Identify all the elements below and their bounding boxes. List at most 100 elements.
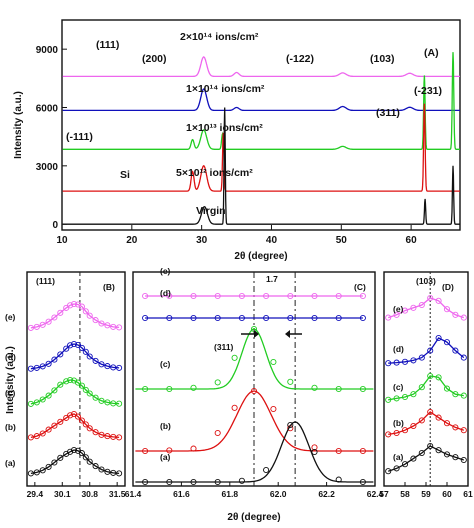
- series-label: (b): [160, 421, 171, 431]
- data-point: [39, 467, 46, 474]
- data-point: [82, 308, 89, 315]
- data-point: [45, 426, 52, 433]
- data-point: [39, 321, 46, 328]
- data-point: [27, 324, 34, 331]
- panel-a-ticks: 10 20 30 40 50 60 0 3000 6000 9000: [36, 45, 417, 246]
- data-point: [45, 360, 52, 367]
- data-point: [287, 378, 294, 385]
- data-point: [104, 468, 111, 475]
- data-point: [335, 476, 342, 483]
- data-point: [33, 469, 40, 476]
- data-point: [45, 463, 52, 470]
- data-point: [166, 292, 173, 300]
- data-point: [67, 448, 74, 455]
- data-point: [410, 422, 417, 430]
- data-point: [98, 431, 105, 438]
- panel-a-ytick-label: 3000: [36, 162, 59, 173]
- series-line-3: [135, 390, 374, 452]
- data-point: [67, 412, 74, 419]
- data-point: [33, 433, 40, 440]
- hkl-111-label: (111): [96, 39, 119, 51]
- data-point: [86, 390, 93, 397]
- data-point: [190, 292, 197, 300]
- data-point: [435, 374, 442, 381]
- panel-b-ylabel: Intensity (a.u.): [5, 346, 16, 414]
- data-point: [238, 314, 245, 322]
- series-line-4: [387, 445, 465, 472]
- data-point: [385, 468, 392, 475]
- data-point: [57, 309, 64, 316]
- xtick-label: 57: [379, 489, 389, 499]
- data-point: [82, 386, 89, 393]
- arrow-left-head: [285, 330, 290, 338]
- data-point: [27, 470, 34, 477]
- panel-a-ytick-label: 9000: [36, 45, 59, 56]
- data-point: [393, 359, 400, 366]
- data-point: [98, 320, 105, 327]
- data-point: [435, 297, 442, 304]
- data-point: [311, 292, 318, 300]
- panel-c-shift-label: 1.7: [266, 274, 278, 284]
- panel-c-label: (C): [354, 282, 366, 292]
- data-point: [410, 391, 417, 398]
- series-label: (b): [5, 422, 16, 432]
- data-point: [57, 351, 64, 358]
- data-point: [190, 445, 197, 452]
- data-point: [335, 385, 342, 393]
- data-point: [86, 458, 93, 465]
- data-point: [190, 314, 197, 322]
- data-point: [70, 340, 78, 348]
- xtick-label: 60: [442, 489, 452, 499]
- data-point: [263, 466, 270, 474]
- data-point: [214, 429, 221, 437]
- data-point: [27, 365, 34, 372]
- data-point: [110, 469, 117, 476]
- data-point: [287, 292, 294, 300]
- data-point: [190, 478, 197, 486]
- panel-a-frame: [61, 19, 461, 231]
- data-point: [401, 307, 409, 314]
- data-point: [359, 314, 366, 322]
- panel-a-xtick-label: 30: [196, 235, 208, 246]
- panel-c: (e)(d)(c)(b)(a)61.4 61.6 61.8 62.0 62.2 62.4 …: [125, 266, 384, 523]
- data-point: [214, 379, 221, 386]
- data-point: [67, 342, 74, 349]
- data-point: [311, 384, 318, 391]
- xtick-label: 30.8: [81, 489, 98, 499]
- data-point: [51, 459, 58, 466]
- data-point: [435, 334, 442, 342]
- data-point: [238, 477, 245, 484]
- data-point: [92, 463, 99, 470]
- series-line-3: [388, 411, 465, 436]
- xtick-label: 62.2: [318, 489, 335, 499]
- data-point: [410, 455, 417, 462]
- xtick-label: 62.4: [367, 489, 384, 499]
- data-point: [98, 466, 105, 473]
- data-point: [359, 292, 366, 300]
- data-point: [410, 304, 417, 311]
- data-point: [142, 385, 149, 393]
- data-point: [63, 378, 70, 385]
- data-point: [51, 314, 58, 321]
- data-point: [452, 454, 459, 461]
- data-point: [214, 292, 221, 300]
- series-label: (e): [393, 304, 404, 314]
- data-point: [86, 353, 93, 360]
- data-point: [74, 379, 82, 386]
- xtick-label: 61.6: [173, 489, 190, 499]
- series-line-0: [387, 297, 465, 319]
- series-label: (e): [5, 312, 16, 322]
- data-point: [460, 354, 467, 361]
- series-label: (e): [160, 266, 171, 276]
- data-point: [460, 392, 467, 399]
- data-point: [393, 429, 400, 437]
- data-point: [401, 461, 409, 468]
- data-point: [418, 449, 425, 457]
- series-label: (a): [160, 452, 171, 462]
- data-point: [335, 314, 342, 322]
- data-point: [51, 356, 58, 363]
- data-point: [57, 381, 64, 388]
- data-point: [460, 456, 467, 464]
- data-point: [78, 303, 85, 310]
- data-point: [63, 345, 70, 352]
